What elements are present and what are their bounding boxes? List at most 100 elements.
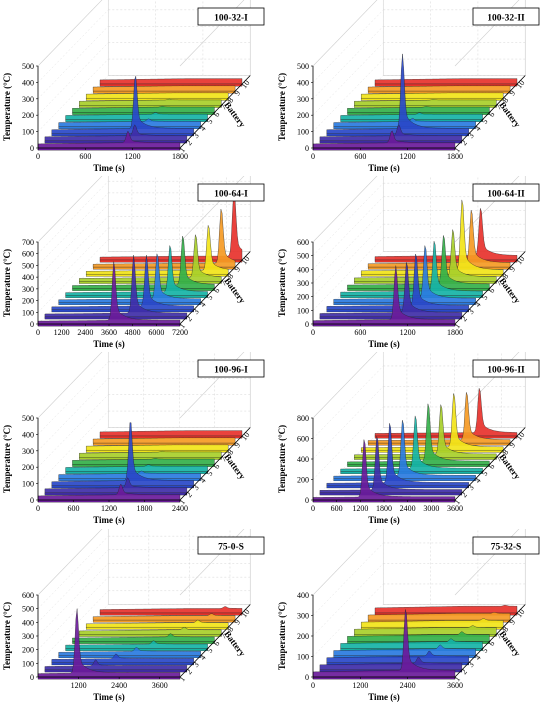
battery-tick-label: 10 — [514, 430, 526, 442]
x-tick-label: 1200 — [352, 681, 368, 690]
y-axis-label: Temperature (°C) — [277, 249, 287, 317]
y-tick-label: 500 — [22, 62, 34, 71]
x-tick-label: 2400 — [111, 681, 127, 690]
x-tick-label: 600 — [331, 504, 343, 513]
battery-tick-label: 2 — [184, 138, 194, 147]
axes — [36, 417, 251, 502]
battery-tick-label: 8 — [501, 448, 511, 457]
battery-tick-label: 7 — [494, 632, 504, 641]
chart-svg: 0 100 200 300 400 500 600 0 600 1200 1800123456789… — [277, 169, 540, 349]
battery-tick-label: 4 — [198, 300, 208, 309]
series-base — [72, 288, 215, 291]
battery-tick-label: 7 — [219, 279, 229, 288]
battery-tick-label: 1 — [177, 146, 187, 155]
series-ribbon — [79, 451, 222, 458]
series-base — [58, 655, 201, 659]
series-ribbon — [44, 477, 188, 494]
battery-tick-label: 1 — [177, 675, 187, 684]
x-tick-label: 7200 — [172, 328, 188, 337]
series-ribbon — [37, 130, 181, 149]
series-ribbon — [92, 437, 236, 444]
title-box — [197, 7, 265, 26]
x-tick-label: 0 — [311, 504, 315, 513]
battery-tick-label: 7 — [219, 632, 229, 641]
series-ribbon — [319, 656, 463, 671]
battery-tick-label: 4 — [198, 476, 208, 485]
series-ribbon — [312, 439, 456, 501]
battery-tick-label: 9 — [233, 441, 243, 450]
y-tick-label: 700 — [22, 238, 34, 247]
x-tick-label: 1800 — [447, 152, 463, 161]
x-tick-label: 2400 — [400, 504, 416, 513]
x-axis-label: Time (s) — [368, 163, 400, 173]
battery-tick-label: 4 — [473, 653, 483, 662]
x-tick-label: 0 — [36, 328, 40, 337]
axes — [36, 241, 251, 326]
series-ribbon — [319, 436, 463, 494]
y-tick-label: 500 — [297, 252, 309, 261]
series-ribbon — [72, 458, 215, 465]
axes — [311, 65, 526, 150]
x-tick-label: 1200 — [125, 152, 141, 161]
x-axis-label: Time (s) — [93, 339, 125, 349]
series-ribbon — [312, 130, 456, 149]
series-ribbon — [374, 605, 518, 614]
chart-svg: 0 100 200 300 400 500 0 600 1200 1800 240012345678… — [2, 345, 265, 525]
chart-panel: 0 100 200 300 400 500 0 600 1200 1800 1 2 3 4 5 6 7 8 9 10 T… — [0, 0, 275, 176]
chart-panel: 0 100 200 300 400 0 1200 2400 3600 1 2 3 4 5 6 7 8 9 10 Tim… — [275, 522, 550, 705]
battery-tick-label: 1 — [452, 146, 462, 155]
y-tick-label: 200 — [22, 111, 34, 120]
series-ribbon — [312, 609, 456, 678]
x-tick-label: 600 — [79, 152, 91, 161]
x-tick-label: 2400 — [172, 504, 188, 513]
y-tick-label: 300 — [297, 612, 309, 621]
title-box — [197, 183, 265, 202]
y-tick-label: 100 — [297, 128, 309, 137]
battery-tick-label: 8 — [501, 272, 511, 281]
y-tick-label: 200 — [22, 463, 34, 472]
series-ribbon — [361, 92, 504, 99]
battery-tick-label: 8 — [501, 96, 511, 105]
y-tick-label: 300 — [22, 447, 34, 456]
y-tick-label: 0 — [305, 673, 309, 682]
y-tick-label: 100 — [22, 480, 34, 489]
y-tick-label: 500 — [297, 62, 309, 71]
battery-tick-label: 7 — [494, 455, 504, 464]
battery-tick-label: 1 — [177, 498, 187, 507]
battery-tick-label: 6 — [212, 110, 222, 119]
x-tick-label: 1800 — [172, 152, 188, 161]
y-tick-label: 300 — [297, 279, 309, 288]
battery-tick-label: 5 — [480, 646, 490, 655]
battery-tick-label: 5 — [205, 293, 215, 302]
series-ribbon — [99, 430, 243, 437]
y-tick-label: 0 — [30, 496, 34, 505]
series-ribbon — [44, 124, 188, 142]
series-ribbon — [58, 647, 201, 656]
y-tick-label: 0 — [30, 320, 34, 329]
chart-svg: 0 200 400 600 800 0 600 1200 1800 2400 3000 3600123… — [277, 345, 540, 525]
y-tick-label: 500 — [22, 414, 34, 423]
battery-tick-label: 6 — [212, 462, 222, 471]
y-tick-label: 200 — [297, 476, 309, 485]
battery-tick-label: 1 — [177, 322, 187, 331]
axes — [36, 594, 251, 679]
battery-tick-label: 2 — [184, 490, 194, 499]
battery-tick-label: 10 — [514, 78, 526, 90]
title-box — [472, 536, 540, 555]
series-ribbon — [99, 78, 243, 85]
battery-tick-label: 10 — [239, 254, 251, 266]
title-box — [472, 359, 540, 378]
y-tick-label: 400 — [297, 78, 309, 87]
battery-tick-label: 3 — [466, 483, 476, 492]
battery-axis-label: Battery — [497, 100, 522, 130]
y-axis-label: Temperature (°C) — [277, 73, 287, 141]
battery-tick-label: 4 — [198, 124, 208, 133]
series-base — [340, 295, 483, 298]
series-ribbon — [340, 638, 483, 649]
battery-tick-label: 6 — [212, 286, 222, 295]
series-base — [51, 662, 194, 666]
series-base — [319, 492, 463, 496]
chart-panel: 0 100 200 300 400 500 600 1200 2400 3600 1 2 3 4 5 6 7 8 9… — [0, 522, 275, 705]
title-box — [197, 536, 265, 555]
battery-tick-label: 9 — [233, 89, 243, 98]
